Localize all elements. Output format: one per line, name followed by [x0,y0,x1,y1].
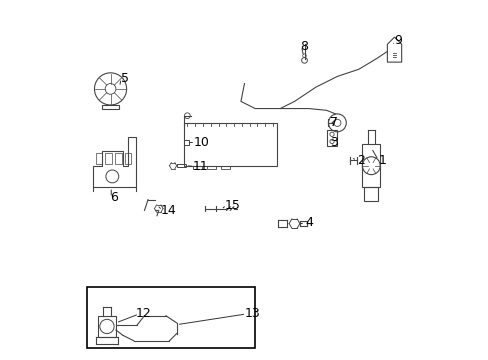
Text: 5: 5 [121,72,129,85]
Text: 13: 13 [244,307,260,320]
Text: 3: 3 [329,136,337,149]
Text: 7: 7 [329,116,338,129]
Text: 1: 1 [378,154,386,167]
Text: 2: 2 [356,154,364,167]
Text: 8: 8 [299,40,307,53]
Text: 4: 4 [305,216,312,229]
Text: 10: 10 [193,136,209,149]
Text: 9: 9 [394,34,402,47]
Text: 15: 15 [224,198,240,212]
Text: 14: 14 [160,204,176,217]
Text: 12: 12 [135,307,151,320]
Text: 6: 6 [110,192,118,204]
Text: 11: 11 [192,160,208,173]
